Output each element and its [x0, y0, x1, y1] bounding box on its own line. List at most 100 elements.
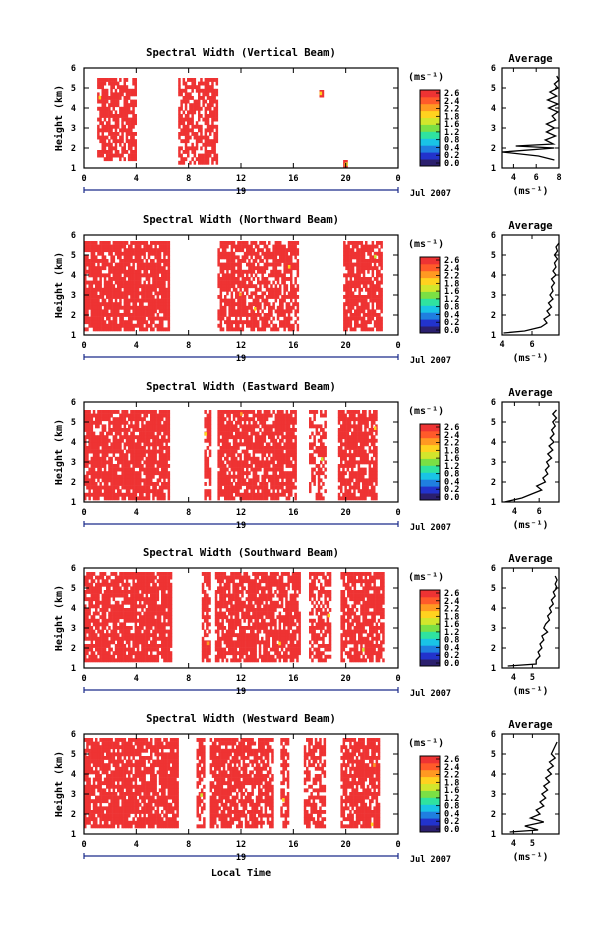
- heatmap-cell: [322, 482, 325, 486]
- heatmap-cell: [130, 266, 133, 271]
- heatmap-cell: [342, 442, 345, 447]
- heatmap-cell: [243, 449, 247, 454]
- heatmap-cell: [230, 435, 234, 440]
- heatmap-cell: [349, 287, 353, 292]
- heatmap-cell: [224, 478, 227, 483]
- heatmap-cell: [198, 135, 201, 140]
- heatmap-cell: [187, 139, 190, 144]
- heatmap-cell: [189, 146, 192, 151]
- heatmap-cell: [147, 460, 151, 465]
- heatmap-cell: [340, 464, 343, 468]
- heatmap-cell: [360, 244, 364, 249]
- heatmap-cell: [108, 428, 111, 432]
- heatmap-cell: [311, 471, 314, 476]
- heatmap-cell: [243, 320, 247, 325]
- heatmap-cell: [358, 309, 361, 314]
- heatmap-cell: [116, 153, 120, 158]
- heatmap-cell: [270, 428, 273, 432]
- heatmap-cell: [112, 273, 116, 278]
- heatmap-cell: [292, 442, 295, 447]
- heatmap-cell: [344, 478, 347, 483]
- heatmap-cell: [147, 442, 151, 447]
- heatmap-cell: [296, 273, 300, 278]
- heatmap-cell: [230, 248, 234, 253]
- heatmap-cell: [121, 323, 124, 328]
- heatmap-cell: [373, 438, 376, 443]
- heatmap-cell: [161, 456, 164, 461]
- heatmap-cell: [206, 135, 210, 140]
- heatmap-cell: [152, 280, 155, 285]
- colorbar-tick-label: 1.2: [444, 462, 459, 472]
- heatmap-cell: [211, 121, 214, 126]
- heatmap-cell: [141, 320, 144, 325]
- heatmap-cell: [117, 280, 120, 285]
- heatmap-cell: [270, 255, 273, 260]
- heatmap-cell: [204, 424, 207, 429]
- colorbar-unit-label: (ms⁻¹): [408, 72, 444, 83]
- heatmap-cell: [209, 132, 212, 136]
- heatmap-cell: [241, 305, 245, 310]
- heatmap-cell: [281, 320, 284, 325]
- heatmap-cell: [136, 489, 140, 494]
- heatmap-cell: [274, 309, 278, 314]
- heatmap-cell: [268, 291, 271, 296]
- heatmap-cell: [353, 474, 356, 479]
- heatmap-cell: [221, 284, 225, 289]
- heatmap-cell: [86, 262, 89, 267]
- heatmap-cell: [136, 262, 140, 267]
- heatmap-cell: [139, 485, 142, 490]
- heatmap-cell: [346, 492, 350, 497]
- heatmap-cell: [343, 262, 346, 267]
- heatmap-cell: [165, 464, 168, 468]
- heatmap-cell: [324, 467, 327, 472]
- heatmap-cell: [110, 110, 113, 115]
- heatmap-cell: [279, 467, 282, 472]
- heatmap-cell: [268, 453, 271, 458]
- heatmap-cell: [95, 496, 98, 501]
- heatmap-cell: [193, 78, 197, 82]
- heatmap-cell: [123, 496, 127, 501]
- heatmap-cell: [354, 241, 357, 245]
- heatmap-cell: [90, 428, 94, 432]
- heatmap-cell: [161, 266, 164, 271]
- heatmap-cell: [230, 298, 234, 303]
- heatmap-cell: [163, 431, 166, 436]
- heatmap-cell: [161, 464, 164, 468]
- heatmap-cell: [274, 248, 278, 253]
- heatmap-cell: [108, 413, 111, 418]
- heatmap-cell: [99, 449, 102, 454]
- heatmap-cell: [276, 474, 280, 479]
- heatmap-cell: [283, 251, 286, 256]
- heatmap-cell: [99, 287, 102, 292]
- heatmap-cell: [132, 438, 135, 443]
- heatmap-cell: [373, 471, 376, 476]
- heatmap-cell: [337, 413, 341, 418]
- heatmap-cell: [114, 96, 118, 100]
- heatmap-cell: [358, 251, 361, 256]
- heatmap-cell: [261, 446, 264, 450]
- heatmap-cell: [134, 449, 138, 454]
- heatmap-cell: [128, 309, 131, 314]
- heatmap-cell: [369, 287, 372, 292]
- heatmap-cell: [150, 273, 153, 278]
- heatmap-cell: [219, 313, 223, 317]
- heatmap-cell: [259, 327, 262, 332]
- heatmap-cell: [99, 139, 102, 144]
- heatmap-cell: [237, 478, 240, 483]
- heatmap-cell: [239, 464, 242, 468]
- heatmap-cell: [237, 266, 240, 271]
- heatmap-cell: [221, 489, 225, 494]
- heatmap-cell: [121, 478, 124, 483]
- heatmap-cell: [88, 626, 91, 630]
- heatmap-cell: [230, 467, 234, 472]
- heatmap-cell: [370, 431, 374, 436]
- heatmap-cell: [274, 298, 278, 303]
- heatmap-cell: [108, 410, 111, 414]
- heatmap-cell: [97, 251, 100, 256]
- heatmap-cell: [184, 106, 188, 111]
- heatmap-cell: [108, 420, 111, 425]
- heatmap-cell: [119, 128, 122, 133]
- heatmap-cell: [125, 478, 129, 483]
- heatmap-cell: [243, 489, 247, 494]
- heatmap-cell: [296, 248, 300, 253]
